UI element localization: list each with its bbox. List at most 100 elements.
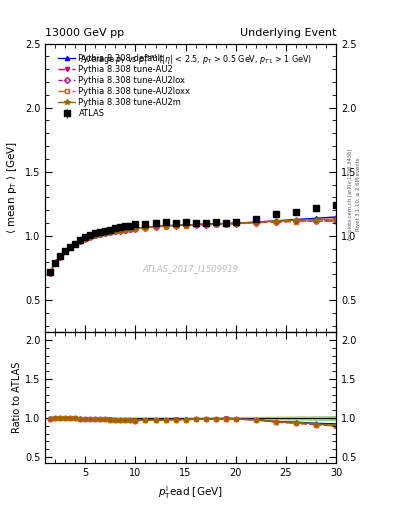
Pythia 8.308 tune-AU2loxx [113,228,118,234]
Pythia 8.308 default [88,233,93,239]
Pythia 8.308 tune-AU2loxx [78,238,83,244]
Pythia 8.308 tune-AU2 [63,248,68,254]
Pythia 8.308 tune-AU2 [233,221,238,227]
Pythia 8.308 tune-AU2loxx [223,221,228,227]
Pythia 8.308 tune-AU2m [223,221,228,227]
Pythia 8.308 tune-AU2 [123,227,128,233]
Pythia 8.308 tune-AU2loxx [253,220,258,226]
Pythia 8.308 tune-AU2loxx [83,236,88,242]
Pythia 8.308 tune-AU2 [193,222,198,228]
Pythia 8.308 default [73,240,78,246]
Text: Average $p_{\rm T}$ vs $p_{\rm T}^{\rm lead}$ ($|\eta|$ < 2.5, $p_{\rm T}$ > 0.5: Average $p_{\rm T}$ vs $p_{\rm T}^{\rm l… [80,52,312,67]
Pythia 8.308 tune-AU2m [213,221,218,227]
Pythia 8.308 default [123,226,128,232]
Pythia 8.308 tune-AU2lox [133,226,138,232]
Pythia 8.308 tune-AU2m [48,269,53,275]
Pythia 8.308 default [53,259,58,265]
Pythia 8.308 tune-AU2 [213,221,218,227]
Pythia 8.308 tune-AU2lox [123,227,128,233]
Pythia 8.308 default [153,223,158,229]
Legend: Pythia 8.308 default, Pythia 8.308 tune-AU2, Pythia 8.308 tune-AU2lox, Pythia 8.: Pythia 8.308 default, Pythia 8.308 tune-… [57,52,192,120]
Pythia 8.308 tune-AU2loxx [68,245,73,251]
Pythia 8.308 tune-AU2loxx [143,225,148,231]
Pythia 8.308 tune-AU2 [153,224,158,230]
Pythia 8.308 tune-AU2 [253,220,258,226]
Pythia 8.308 tune-AU2m [193,222,198,228]
Pythia 8.308 tune-AU2loxx [73,241,78,247]
Pythia 8.308 default [253,219,258,225]
Pythia 8.308 tune-AU2 [133,225,138,231]
Pythia 8.308 tune-AU2lox [223,221,228,227]
Pythia 8.308 default [108,229,113,235]
Pythia 8.308 default [173,222,178,228]
Pythia 8.308 tune-AU2loxx [153,224,158,230]
Pythia 8.308 tune-AU2lox [48,269,53,275]
Pythia 8.308 tune-AU2 [183,222,188,228]
Pythia 8.308 tune-AU2m [314,217,318,223]
Pythia 8.308 tune-AU2m [128,226,133,232]
Pythia 8.308 tune-AU2lox [128,226,133,232]
Pythia 8.308 default [63,248,68,254]
Pythia 8.308 tune-AU2loxx [63,248,68,254]
Pythia 8.308 tune-AU2 [53,260,58,266]
Pythia 8.308 tune-AU2lox [88,234,93,240]
Pythia 8.308 tune-AU2 [98,231,103,237]
Pythia 8.308 default [143,224,148,230]
Pythia 8.308 tune-AU2lox [78,238,83,244]
Pythia 8.308 default [58,253,62,259]
Pythia 8.308 tune-AU2 [103,230,108,236]
Pythia 8.308 tune-AU2 [93,232,98,238]
Pythia 8.308 tune-AU2 [58,253,62,260]
Pythia 8.308 tune-AU2loxx [128,226,133,232]
Pythia 8.308 default [183,222,188,228]
Pythia 8.308 default [334,214,338,220]
Pythia 8.308 tune-AU2m [58,253,62,259]
Pythia 8.308 tune-AU2m [118,227,123,233]
Line: Pythia 8.308 tune-AU2m: Pythia 8.308 tune-AU2m [48,216,339,275]
Pythia 8.308 tune-AU2m [88,233,93,240]
Pythia 8.308 default [83,235,88,241]
Pythia 8.308 tune-AU2m [103,230,108,236]
Pythia 8.308 default [314,215,318,221]
Y-axis label: $\langle$ mean p$_{\rm T}$ $\rangle$ [GeV]: $\langle$ mean p$_{\rm T}$ $\rangle$ [Ge… [5,141,19,234]
Pythia 8.308 default [193,221,198,227]
Pythia 8.308 tune-AU2lox [213,221,218,227]
Pythia 8.308 tune-AU2m [253,219,258,225]
Pythia 8.308 tune-AU2lox [274,219,278,225]
Pythia 8.308 tune-AU2loxx [48,270,53,276]
Pythia 8.308 tune-AU2 [83,236,88,242]
Line: Pythia 8.308 default: Pythia 8.308 default [48,215,338,274]
Pythia 8.308 tune-AU2lox [118,227,123,233]
Pythia 8.308 tune-AU2m [113,228,118,234]
Pythia 8.308 tune-AU2 [128,226,133,232]
Pythia 8.308 tune-AU2loxx [233,221,238,227]
Pythia 8.308 tune-AU2lox [173,223,178,229]
Pythia 8.308 default [93,231,98,238]
Pythia 8.308 default [78,238,83,244]
Pythia 8.308 tune-AU2 [223,221,228,227]
Pythia 8.308 tune-AU2lox [58,253,62,260]
Pythia 8.308 default [294,217,298,223]
Pythia 8.308 default [223,221,228,227]
Pythia 8.308 tune-AU2m [123,226,128,232]
Pythia 8.308 tune-AU2lox [98,231,103,237]
Pythia 8.308 tune-AU2lox [233,221,238,227]
Pythia 8.308 tune-AU2lox [108,229,113,236]
Pythia 8.308 default [113,228,118,234]
Line: Pythia 8.308 tune-AU2loxx: Pythia 8.308 tune-AU2loxx [48,219,338,275]
Pythia 8.308 tune-AU2 [173,223,178,229]
Line: Pythia 8.308 tune-AU2lox: Pythia 8.308 tune-AU2lox [48,219,338,275]
Pythia 8.308 tune-AU2 [274,219,278,225]
Pythia 8.308 tune-AU2m [53,260,58,266]
Pythia 8.308 default [98,230,103,237]
Pythia 8.308 tune-AU2m [274,218,278,224]
Pythia 8.308 tune-AU2lox [294,219,298,225]
Pythia 8.308 tune-AU2loxx [53,260,58,266]
Pythia 8.308 tune-AU2lox [68,244,73,250]
Pythia 8.308 default [68,244,73,250]
Pythia 8.308 tune-AU2loxx [183,223,188,229]
Pythia 8.308 tune-AU2m [93,232,98,238]
Pythia 8.308 tune-AU2loxx [173,223,178,229]
Pythia 8.308 tune-AU2 [78,238,83,244]
Pythia 8.308 tune-AU2lox [253,220,258,226]
